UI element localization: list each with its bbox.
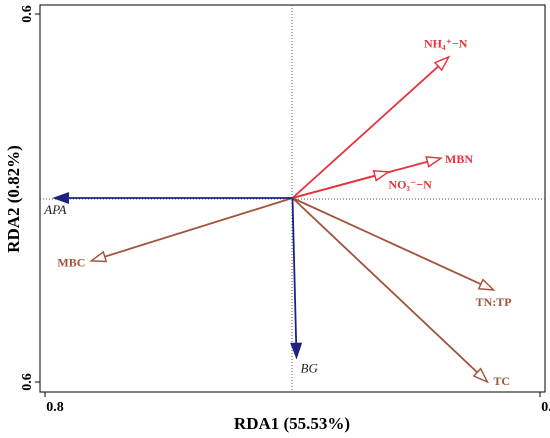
vector <box>104 197 293 258</box>
arrow-head <box>52 192 69 204</box>
vector-label: NH₄⁺−N <box>424 37 468 51</box>
vector <box>292 197 482 285</box>
vector-label: TN:TP <box>476 295 512 309</box>
arrow-head <box>433 55 451 72</box>
arrow-head <box>89 250 108 263</box>
x-tick-label: 0.8 <box>46 400 64 415</box>
vector-label: MBC <box>57 256 85 270</box>
vector-label: NO₃⁻−N <box>388 178 432 192</box>
y-tick-label: 0.6 <box>20 5 35 23</box>
arrow-head <box>372 170 391 182</box>
arrow-head <box>477 278 496 291</box>
vector <box>291 65 439 199</box>
arrow-head <box>472 367 489 384</box>
x-tick-label: 0.8 <box>541 400 550 415</box>
arrow-head <box>425 156 444 168</box>
vector-label: MBN <box>445 152 473 166</box>
vector-label: TC <box>493 374 510 388</box>
x-axis-title: RDA1 (55.53%) <box>234 414 350 433</box>
vector-label: APA <box>43 202 66 217</box>
vector <box>291 197 298 354</box>
y-axis-title: RDA2 (0.82%) <box>4 145 23 253</box>
vector <box>291 197 478 374</box>
vector <box>292 174 376 199</box>
vector-label: BG <box>301 360 319 375</box>
y-tick-label: 0.6 <box>20 373 35 391</box>
arrow-head <box>290 342 303 360</box>
